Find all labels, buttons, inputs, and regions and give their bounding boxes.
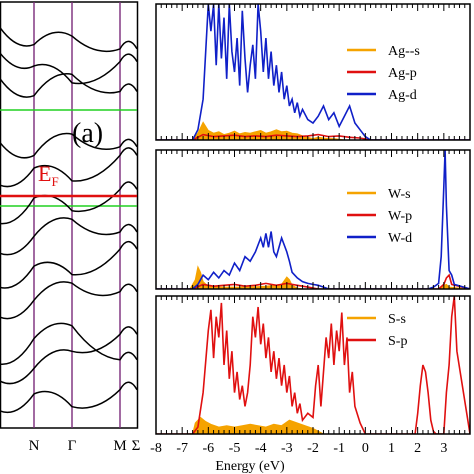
plot-area [156, 4, 470, 140]
kpoint-label: M [113, 438, 126, 454]
band-line [0, 326, 138, 385]
x-tick-label: 0 [362, 441, 369, 456]
band-line [0, 240, 138, 289]
x-tick-label: -5 [229, 441, 241, 456]
legend-label: S-p [388, 334, 407, 349]
plot-area [156, 150, 470, 289]
x-tick-label: 2 [414, 441, 421, 456]
band-frame [0, 1, 139, 429]
band-line [0, 217, 138, 256]
legend-label: Ag-d [388, 88, 417, 103]
x-tick-label: -8 [150, 441, 162, 456]
kpoint-label: Σ [132, 438, 141, 454]
w-dos-panel: W-s W-p W-d [155, 149, 471, 290]
x-tick-label: -1 [333, 441, 345, 456]
fermi-level-label: EF [38, 161, 59, 189]
legend-label: S-s [388, 312, 406, 327]
legend-label: Ag-p [388, 66, 417, 81]
x-tick-label: -7 [176, 441, 188, 456]
legend-label: W-s [388, 187, 411, 202]
kpoint-label: Γ [68, 438, 77, 454]
band-line [0, 381, 138, 414]
x-axis-title: Energy (eV) [215, 459, 285, 474]
ag-dos-panel: Ag--s Ag-p Ag-d [155, 3, 471, 141]
band-line [0, 27, 138, 53]
panel-frame [155, 149, 471, 290]
kpoint-label: N [29, 438, 40, 454]
band-line [0, 52, 138, 85]
band-line [0, 322, 138, 365]
series-line [156, 296, 470, 434]
panel-label: (a) [72, 118, 103, 149]
band-line [0, 73, 138, 98]
x-tick-label: 3 [440, 441, 447, 456]
s-dos-panel: S-s S-p -8 -7 -6 -5 -4 -3 -2 -1 0 1 2 3 [150, 295, 471, 456]
legend-label: W-d [388, 231, 412, 246]
band-line [0, 132, 138, 159]
band-line [0, 147, 138, 188]
x-tick-label: -3 [281, 441, 293, 456]
x-tick-label: -2 [307, 441, 319, 456]
series-line [156, 4, 470, 140]
series-line [156, 273, 470, 289]
series-line [156, 150, 470, 289]
legend-label: W-p [388, 209, 412, 224]
band-line [0, 181, 138, 225]
band-line [0, 281, 138, 320]
plot-area [156, 296, 470, 434]
x-tick-label: -6 [202, 441, 214, 456]
legend-label: Ag--s [388, 44, 420, 59]
x-tick-label: -4 [255, 441, 267, 456]
series-line [156, 133, 470, 140]
panel-frame [155, 3, 471, 141]
x-tick-label: 1 [388, 441, 395, 456]
